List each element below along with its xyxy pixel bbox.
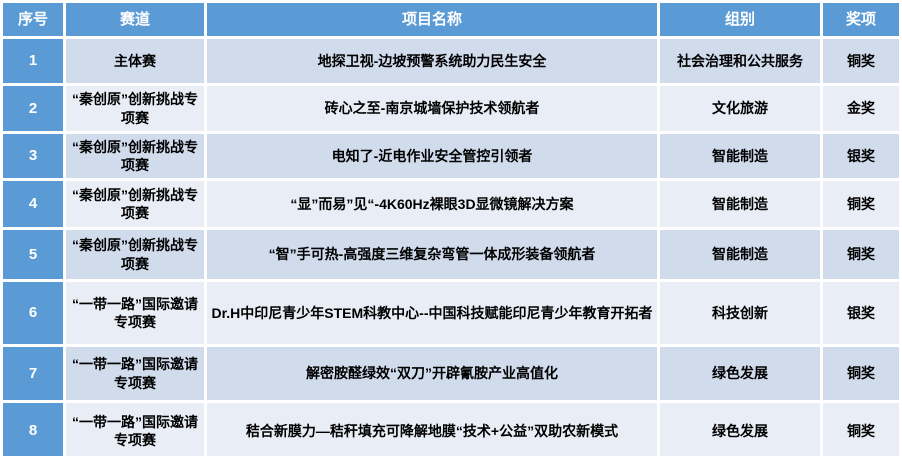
serial-cell: 3 (3, 134, 63, 178)
table-row: 6 “一带一路”国际邀请专项赛 Dr.H中印尼青少年STEM科教中心--中国科技… (3, 282, 899, 344)
serial-cell: 5 (3, 230, 63, 279)
track-cell: “一带一路”国际邀请专项赛 (66, 282, 204, 344)
group-cell: 智能制造 (660, 230, 820, 279)
track-cell: “一带一路”国际邀请专项赛 (66, 403, 204, 456)
header-track: 赛道 (66, 3, 204, 36)
award-cell: 铜奖 (823, 347, 899, 400)
project-cell: 秸合新膜力—秸秆填充可降解地膜“技术+公益”双助农新模式 (207, 403, 657, 456)
group-cell: 智能制造 (660, 181, 820, 227)
group-cell: 绿色发展 (660, 347, 820, 400)
award-cell: 银奖 (823, 134, 899, 178)
award-cell: 银奖 (823, 282, 899, 344)
group-cell: 科技创新 (660, 282, 820, 344)
header-project-name: 项目名称 (207, 3, 657, 36)
award-cell: 铜奖 (823, 181, 899, 227)
track-cell: “秦创原”创新挑战专项赛 (66, 86, 204, 131)
track-cell: “秦创原”创新挑战专项赛 (66, 181, 204, 227)
project-cell: 电知了-近电作业安全管控引领者 (207, 134, 657, 178)
group-cell: 智能制造 (660, 134, 820, 178)
serial-cell: 1 (3, 39, 63, 83)
project-cell: 地探卫视-边坡预警系统助力民生安全 (207, 39, 657, 83)
header-group: 组别 (660, 3, 820, 36)
table-row: 5 “秦创原”创新挑战专项赛 “智”手可热-高强度三维复杂弯管一体成形装备领航者… (3, 230, 899, 279)
table-header-row: 序号 赛道 项目名称 组别 奖项 (3, 3, 899, 36)
header-award: 奖项 (823, 3, 899, 36)
group-cell: 文化旅游 (660, 86, 820, 131)
award-cell: 铜奖 (823, 230, 899, 279)
group-cell: 社会治理和公共服务 (660, 39, 820, 83)
project-cell: “显”而易”见“-4K60Hz裸眼3D显微镜解决方案 (207, 181, 657, 227)
award-cell: 铜奖 (823, 39, 899, 83)
header-serial: 序号 (3, 3, 63, 36)
group-cell: 绿色发展 (660, 403, 820, 456)
table-row: 4 “秦创原”创新挑战专项赛 “显”而易”见“-4K60Hz裸眼3D显微镜解决方… (3, 181, 899, 227)
serial-cell: 6 (3, 282, 63, 344)
project-cell: “智”手可热-高强度三维复杂弯管一体成形装备领航者 (207, 230, 657, 279)
track-cell: 主体赛 (66, 39, 204, 83)
project-cell: 砖心之至-南京城墙保护技术领航者 (207, 86, 657, 131)
serial-cell: 7 (3, 347, 63, 400)
track-cell: “秦创原”创新挑战专项赛 (66, 230, 204, 279)
serial-cell: 4 (3, 181, 63, 227)
table-row: 3 “秦创原”创新挑战专项赛 电知了-近电作业安全管控引领者 智能制造 银奖 (3, 134, 899, 178)
award-cell: 金奖 (823, 86, 899, 131)
table-row: 8 “一带一路”国际邀请专项赛 秸合新膜力—秸秆填充可降解地膜“技术+公益”双助… (3, 403, 899, 456)
track-cell: “秦创原”创新挑战专项赛 (66, 134, 204, 178)
table-row: 7 “一带一路”国际邀请专项赛 解密胺醛绿效“双刀”开辟氰胺产业高值化 绿色发展… (3, 347, 899, 400)
track-cell: “一带一路”国际邀请专项赛 (66, 347, 204, 400)
project-cell: Dr.H中印尼青少年STEM科教中心--中国科技赋能印尼青少年教育开拓者 (207, 282, 657, 344)
serial-cell: 2 (3, 86, 63, 131)
table-row: 2 “秦创原”创新挑战专项赛 砖心之至-南京城墙保护技术领航者 文化旅游 金奖 (3, 86, 899, 131)
project-cell: 解密胺醛绿效“双刀”开辟氰胺产业高值化 (207, 347, 657, 400)
table-row: 1 主体赛 地探卫视-边坡预警系统助力民生安全 社会治理和公共服务 铜奖 (3, 39, 899, 83)
serial-cell: 8 (3, 403, 63, 456)
award-cell: 铜奖 (823, 403, 899, 456)
